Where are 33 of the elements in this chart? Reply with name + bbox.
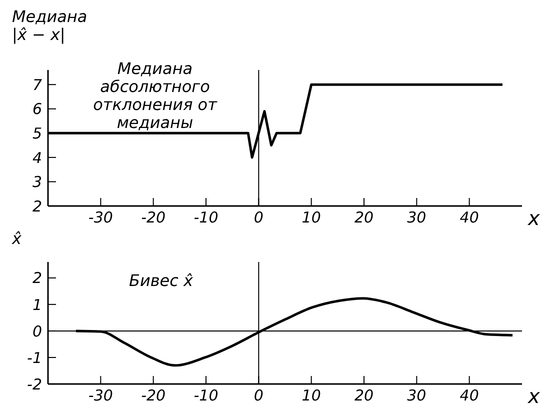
x-tick-label: -10: [194, 386, 218, 405]
annotation: Бивес x̂: [128, 271, 194, 290]
x-tick-label: 40: [460, 386, 479, 405]
x-tick-label: 20: [354, 386, 374, 405]
annotation: Медиана абсолютного отклонения от медианы: [92, 59, 218, 132]
y-tick-label: -2: [27, 375, 42, 394]
y-tick-label: 6: [32, 100, 42, 118]
y-axis-title: Медиана |x̂ − x|: [12, 7, 88, 44]
x-tick-label: -20: [141, 208, 166, 227]
x-tick-label: 30: [407, 208, 426, 227]
y-tick-label: 2: [32, 197, 42, 216]
y-tick-label: 2: [32, 269, 42, 288]
x-tick-label: 0: [254, 386, 264, 405]
x-axis-title: x: [527, 384, 540, 408]
x-axis-title: x: [527, 206, 540, 230]
y-tick-label: 4: [32, 148, 42, 167]
x-tick-label: -30: [88, 386, 113, 405]
x-tick-label: 10: [302, 208, 321, 227]
y-tick-label: 5: [32, 124, 42, 142]
x-tick-label: 10: [302, 386, 321, 405]
y-tick-label: 0: [32, 322, 42, 340]
x-tick-label: 30: [407, 386, 426, 405]
x-tick-label: -10: [194, 208, 218, 227]
y-tick-label: 7: [32, 76, 42, 94]
x-tick-label: 40: [460, 208, 479, 227]
x-tick-label: 0: [254, 208, 264, 227]
x-tick-label: 20: [354, 208, 374, 227]
x-tick-label: -30: [88, 208, 113, 227]
y-tick-label: -1: [27, 348, 42, 367]
y-tick-label: 3: [32, 173, 42, 192]
y-axis-title: x̂: [12, 229, 22, 248]
x-tick-label: -20: [141, 386, 166, 405]
y-tick-label: 1: [32, 296, 42, 314]
